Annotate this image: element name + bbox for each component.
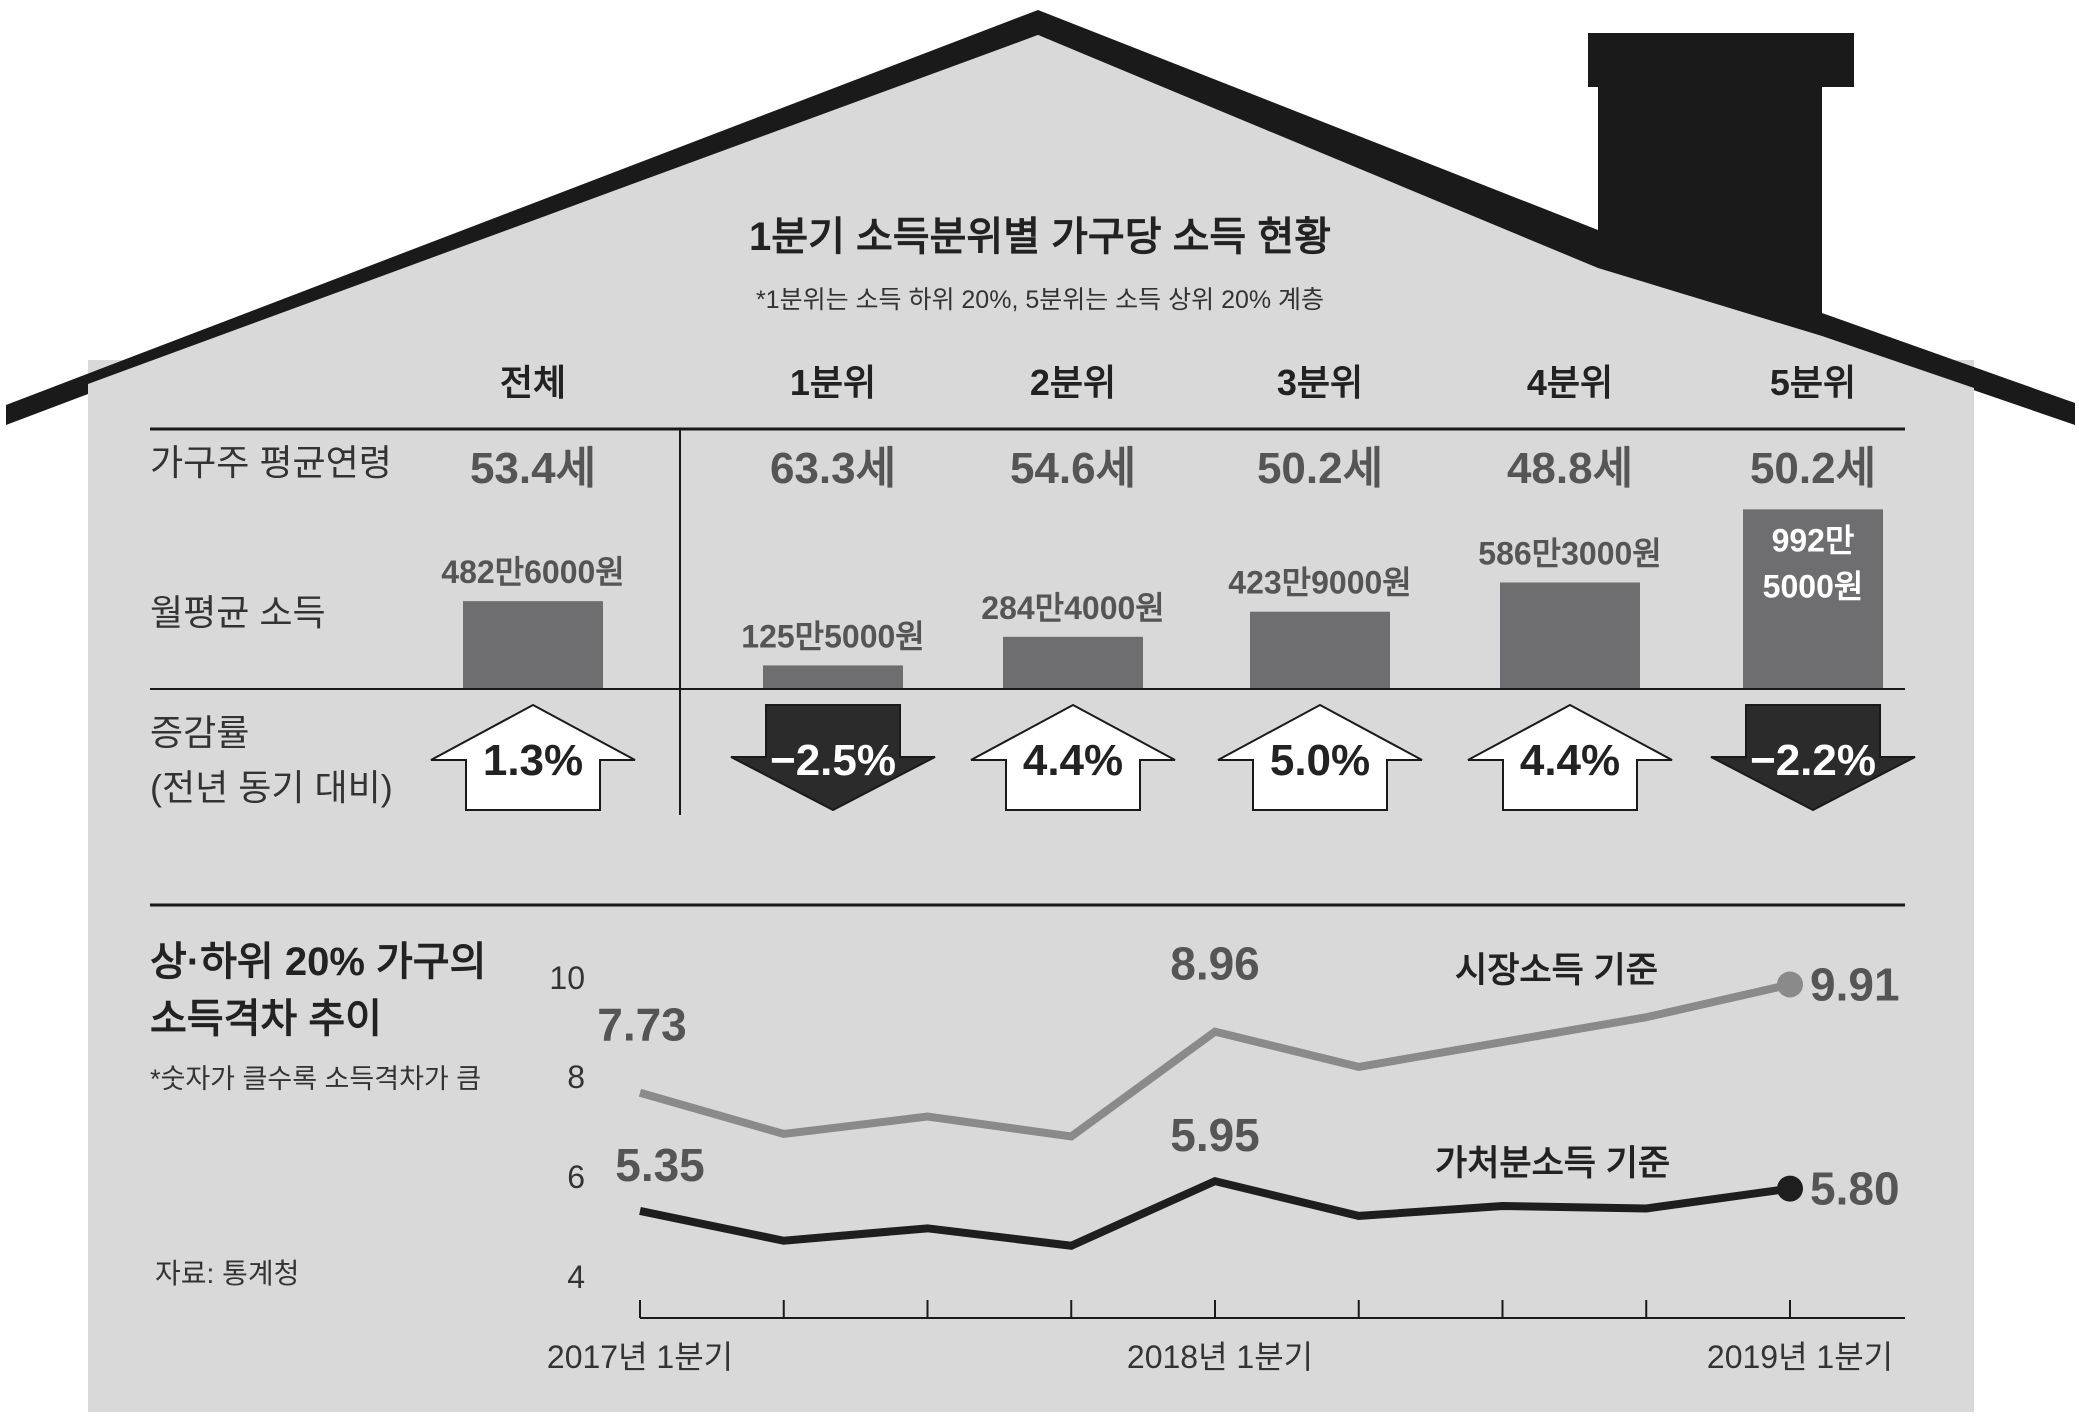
y-tick-10: 10 [549, 960, 585, 996]
group-3-age: 50.2세 [1257, 444, 1383, 493]
group-4-name: 4분위 [1527, 362, 1613, 403]
series-label-disposable: 가처분소득 기준 [1435, 1144, 1670, 1183]
group-3-name: 3분위 [1277, 362, 1363, 403]
row-label-rate: 증감률 [150, 712, 249, 753]
group-5-income-bar [1743, 509, 1883, 688]
group-3-income-bar [1250, 611, 1390, 688]
roof-inner [88, 35, 1974, 420]
data-label-1-8: 5.80 [1810, 1163, 1900, 1215]
page-title: 1분기 소득분위별 가구당 소득 현황 [749, 215, 1331, 259]
group-1-name: 1분위 [790, 362, 876, 403]
group-4-income-label: 586만3000원 [1478, 535, 1661, 571]
y-tick-8: 8 [567, 1059, 585, 1095]
group-0-age: 53.4세 [470, 444, 596, 493]
x-tick-label-2017: 2017년 1분기 [547, 1339, 733, 1375]
group-2-income-bar [1003, 636, 1143, 688]
row-label-age: 가구주 평균연령 [150, 442, 392, 483]
page-subtitle: *1분위는 소득 하위 20%, 5분위는 소득 상위 20% 계층 [756, 286, 1324, 314]
row-label-income: 월평균 소득 [150, 592, 326, 633]
group-5-rate-arrow-down [1710, 704, 1916, 812]
x-ticks [639, 1300, 1791, 1318]
group-0-rate-arrow-up [430, 703, 636, 811]
house-roof [6, 10, 2075, 425]
line-chart-title-1: 상·하위 20% 가구의 [150, 940, 486, 984]
group-5-age: 50.2세 [1750, 444, 1876, 493]
group-1-rate-arrow-down [730, 704, 936, 812]
data-label-0-0: 7.73 [597, 999, 687, 1051]
group-2-income-label: 284만4000원 [981, 590, 1164, 626]
income-groups: 전체 53.4세 482만6000원 1.3% 1분위 63.3세 125만5000원 −2.… [430, 362, 1916, 812]
series-endpoint-0 [1777, 971, 1803, 998]
series-label-market: 시장소득 기준 [1455, 951, 1658, 990]
data-label-1-4: 5.95 [1170, 1109, 1260, 1161]
group-0-rate-label: 1.3% [483, 736, 583, 785]
group-3-rate-label: 5.0% [1270, 736, 1370, 785]
data-label-0-8: 9.91 [1810, 958, 1900, 1010]
house-body [88, 360, 1974, 1412]
y-tick-6: 6 [567, 1159, 585, 1195]
group-2-name: 2분위 [1030, 362, 1116, 403]
group-1-income-label: 125만5000원 [741, 618, 924, 654]
group-1-income-bar [763, 665, 903, 688]
x-tick-label-2018: 2018년 1분기 [1127, 1339, 1313, 1375]
line-chart-title-2: 소득격차 추이 [150, 997, 382, 1041]
group-0-name: 전체 [500, 362, 566, 403]
group-3-rate-arrow-up [1217, 703, 1423, 811]
group-5-name: 5분위 [1770, 362, 1856, 403]
group-0-income-label: 482만6000원 [441, 554, 624, 590]
group-0-income-bar [463, 601, 603, 688]
group-4-rate-label: 4.4% [1520, 736, 1620, 785]
source-note: 자료: 통계청 [155, 1258, 299, 1289]
data-label-0-4: 8.96 [1170, 938, 1260, 990]
line-series: 7.73 8.96 9.91 5.35 5.95 5.80 [597, 938, 1900, 1250]
y-tick-4: 4 [567, 1259, 585, 1295]
group-4-age: 48.8세 [1507, 444, 1633, 493]
line-chart-note: *숫자가 클수록 소득격차가 큼 [150, 1064, 481, 1094]
group-5-rate-label: −2.2% [1750, 736, 1876, 785]
group-3-income-label: 423만9000원 [1228, 565, 1411, 601]
data-label-1-0: 5.35 [615, 1139, 705, 1191]
group-4-income-bar [1500, 582, 1640, 688]
x-tick-label-2019: 2019년 1분기 [1707, 1339, 1893, 1375]
series-endpoint-1 [1777, 1175, 1803, 1202]
series-line-1 [639, 1176, 1791, 1250]
group-1-rate-label: −2.5% [770, 736, 896, 785]
group-2-age: 54.6세 [1010, 444, 1136, 493]
group-1-age: 63.3세 [770, 444, 896, 493]
group-2-rate-label: 4.4% [1023, 736, 1123, 785]
group-4-rate-arrow-up [1467, 703, 1673, 811]
series-line-0 [638, 980, 1791, 1141]
row-label-rate-note: (전년 동기 대비) [150, 767, 393, 808]
group-5-income-label-1: 992만 [1772, 522, 1855, 558]
group-5-income-label-2: 5000원 [1763, 568, 1864, 604]
group-2-rate-arrow-up [970, 703, 1176, 811]
